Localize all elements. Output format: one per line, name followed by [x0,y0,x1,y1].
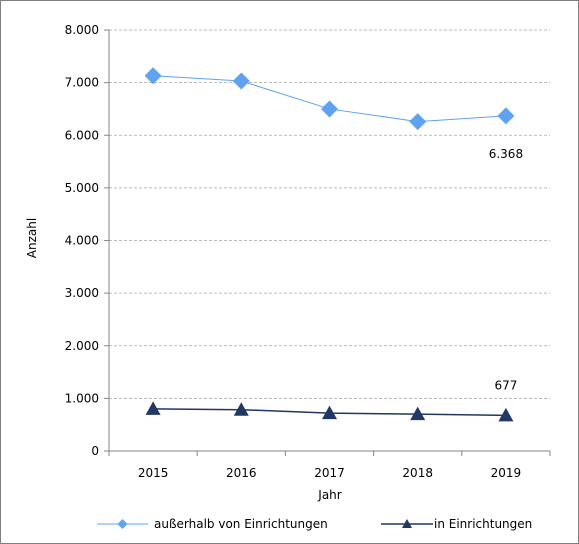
data-point-triangle [410,406,426,421]
data-point-diamond [232,72,250,90]
legend-diamond-icon [117,519,128,529]
data-point-triangle [233,402,249,416]
data-point-diamond [321,100,338,118]
y-tick-label: 8.000 [65,23,99,37]
y-tick-label: 3.000 [65,286,99,300]
data-point-triangle [145,401,161,415]
y-tick-label: 1.000 [65,391,99,405]
y-tick-label: 4.000 [65,234,99,248]
y-tick-label: 6.000 [65,128,99,142]
x-tick-labels: 2015 2016 2017 2018 2019 [108,451,551,480]
data-point-diamond [409,113,427,131]
y-tick-label: 0 [91,444,99,458]
y-axis-title: Anzahl [25,218,39,258]
gridlines [104,29,550,452]
data-labels: 6.368 677 [489,147,523,392]
y-tick-label: 5.000 [65,181,99,195]
legend-label: in Einrichtungen [434,517,532,531]
x-tick-label: 2017 [314,466,345,480]
y-tick-label: 7.000 [65,76,99,90]
data-label: 6.368 [489,147,523,161]
y-tick-label: 2.000 [65,339,99,353]
data-label: 677 [494,378,517,392]
legend-label: außerhalb von Einrichtungen [154,517,328,531]
data-point-diamond [144,67,162,85]
y-tick-labels: 0 1.000 2.000 3.000 4.000 5.000 6.000 7.000 8.00… [65,23,99,458]
legend: außerhalb von Einrichtungen in Einrichtun… [97,517,532,531]
axes [108,30,550,452]
x-tick-label: 2016 [226,466,257,480]
data-point-diamond [497,107,515,125]
x-tick-label: 2015 [138,466,169,480]
x-tick-label: 2018 [402,466,433,480]
x-tick-label: 2019 [491,466,522,480]
legend-triangle-icon [402,519,412,528]
x-axis-title: Jahr [317,488,341,502]
data-point-triangle [498,407,514,422]
series-layer [144,67,515,422]
data-point-triangle [322,405,337,420]
